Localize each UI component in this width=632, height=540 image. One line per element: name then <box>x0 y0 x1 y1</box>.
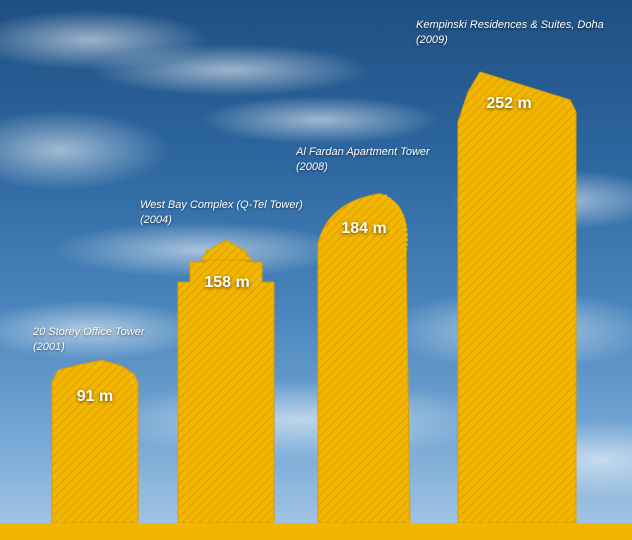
tower-year-3: (2009) <box>416 34 448 46</box>
tower-height-label-3: 252 m <box>486 95 532 112</box>
tower-name-1: West Bay Complex (Q-Tel Tower) <box>140 199 303 211</box>
tower-dome-frame <box>382 193 408 257</box>
tower-year-2: (2008) <box>296 161 328 173</box>
tower-height-label-1: 158 m <box>204 274 250 291</box>
tower-name-2: Al Fardan Apartment Tower <box>296 146 430 158</box>
tower-height-label-0: 91 m <box>76 388 114 405</box>
tower-year-1: (2004) <box>140 214 172 226</box>
tower-name-0: 20 Storey Office Tower <box>33 326 145 338</box>
ground-strip <box>0 523 632 540</box>
tower-bar-2 <box>317 193 411 524</box>
tower-height-label-2: 184 m <box>341 220 387 237</box>
tower-crown-ornament <box>198 239 254 261</box>
tower-label-3: Kempinski Residences & Suites, Doha (200… <box>416 18 604 48</box>
tower-name-3: Kempinski Residences & Suites, Doha <box>416 19 604 31</box>
tower-bar-1 <box>177 249 275 524</box>
tower-label-0: 20 Storey Office Tower (2001) <box>33 325 144 355</box>
tower-year-0: (2001) <box>33 341 65 353</box>
tower-label-1: West Bay Complex (Q-Tel Tower) (2004) <box>140 198 303 228</box>
tower-bar-3 <box>457 71 577 524</box>
tower-bars <box>51 71 577 524</box>
tower-label-2: Al Fardan Apartment Tower (2008) <box>296 145 430 175</box>
tower-bar-0 <box>51 359 139 524</box>
